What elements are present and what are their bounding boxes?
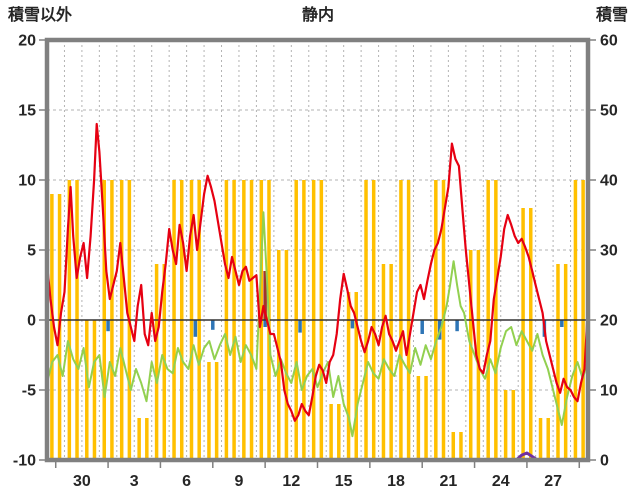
left-axis-tick-label: -10 (13, 453, 36, 470)
x-axis-tick-label: 27 (544, 473, 562, 490)
left-axis-tick-label: -5 (22, 383, 36, 400)
sunshine-bar (92, 320, 97, 460)
right-axis-tick-label: 50 (600, 103, 618, 120)
sunshine-bar (546, 418, 550, 460)
sunshine-bar (424, 376, 428, 460)
sunshine-bar (389, 264, 393, 460)
precipitation-bar (560, 320, 564, 327)
precipitation-bar (350, 320, 355, 329)
x-axis-tick-label: 30 (73, 473, 91, 490)
snow-depth-line (47, 451, 588, 460)
sunshine-bar (511, 390, 516, 460)
left-axis-tick-label: 15 (18, 103, 36, 120)
right-axis-tick-label: 0 (600, 453, 609, 470)
left-axis-tick-label: 20 (18, 33, 36, 50)
sunshine-bar (284, 250, 289, 460)
right-axis-tick-label: 10 (600, 383, 618, 400)
sunshine-bar (154, 264, 159, 460)
x-axis-tick-label: 9 (235, 473, 244, 490)
sunshine-bar (50, 194, 54, 460)
temperature-low-line (47, 211, 588, 438)
sunshine-bar (346, 292, 351, 460)
precipitation-bar (455, 320, 459, 332)
right-axis-title: 積雪 (595, 5, 628, 24)
sunshine-bar (329, 404, 333, 460)
precipitation-bar (420, 320, 424, 334)
sunshine-bar (563, 264, 568, 460)
x-axis-tick-label: 21 (439, 473, 457, 490)
x-axis-tick-label: 12 (282, 473, 300, 490)
x-axis-tick-label: 3 (130, 473, 139, 490)
sunshine-bar (459, 432, 463, 460)
left-axis-tick-label: 10 (18, 173, 36, 190)
sunshine-bar (207, 362, 211, 460)
sunshine-bar (529, 208, 533, 460)
x-axis-tick-label: 6 (182, 473, 191, 490)
x-axis-tick-label: 24 (492, 473, 510, 490)
chart-title: 静内 (302, 5, 334, 24)
right-axis-tick-label: 40 (600, 173, 618, 190)
temperature-high-line (47, 122, 588, 422)
x-axis-tick-label: 15 (335, 473, 353, 490)
sunshine-bar (476, 250, 481, 460)
precipitation-bar (263, 320, 267, 327)
right-axis-tick-label: 20 (600, 313, 618, 330)
x-axis-tick-label: 18 (387, 473, 405, 490)
dark-red-bar-bar (263, 271, 267, 320)
sunshine-bar (214, 362, 219, 460)
precipitation-bar (106, 320, 110, 332)
sunshine-bar (85, 320, 89, 460)
left-axis-tick-label: 0 (27, 313, 36, 330)
precipitation-bar (298, 320, 302, 333)
plot-inner (47, 40, 588, 460)
precipitation-bar (211, 320, 215, 330)
left-axis-title: 積雪以外 (7, 5, 72, 24)
sunshine-bar (538, 418, 543, 460)
right-axis-tick-label: 30 (600, 243, 618, 260)
precipitation-bar (193, 320, 198, 337)
sunshine-bar (337, 404, 341, 460)
sunshine-bar (145, 418, 149, 460)
sunshine-bar (468, 250, 473, 460)
left-axis-tick-label: 5 (27, 243, 36, 260)
sunshine-bar (416, 376, 421, 460)
plot-frame (44, 37, 591, 463)
sunshine-bar (503, 390, 508, 460)
sunshine-bar (556, 264, 560, 460)
sunshine-bar (354, 292, 358, 460)
right-axis-tick-label: 60 (600, 33, 618, 50)
sunshine-bar (137, 418, 141, 460)
sunshine-bar (451, 432, 456, 460)
